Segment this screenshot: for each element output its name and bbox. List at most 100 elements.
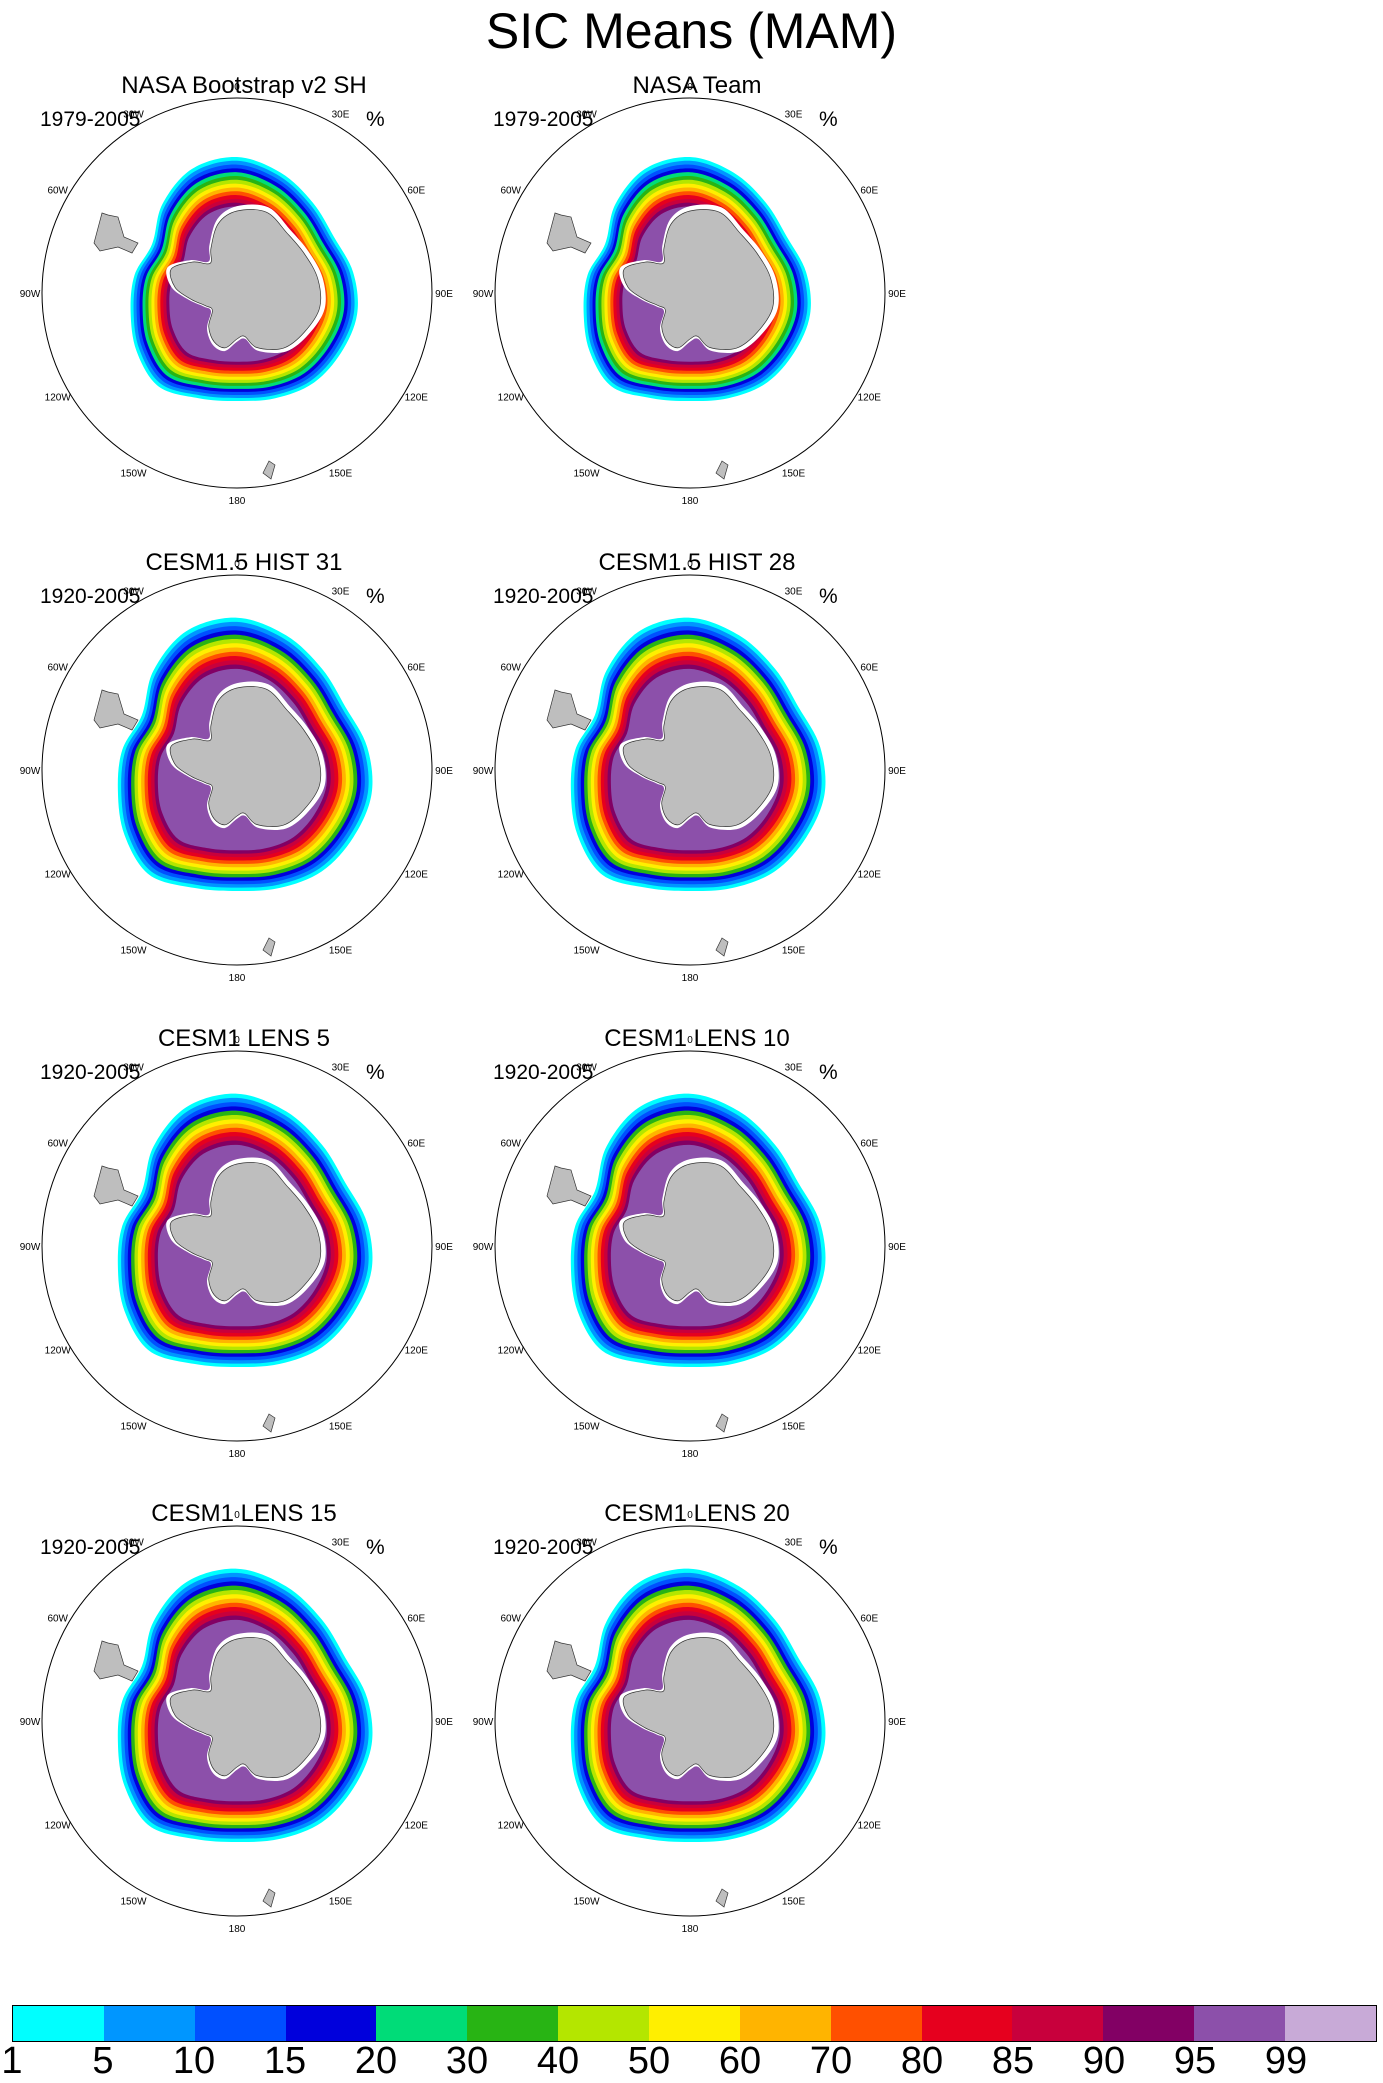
longitude-label: 90W (473, 1717, 494, 1728)
new-zealand-land (715, 1413, 729, 1433)
colorbar-label: 30 (445, 2040, 489, 2082)
panel-period: 1920-2005 (493, 1536, 594, 1559)
longitude-label: 60W (47, 186, 68, 197)
longitude-label: 120W (498, 393, 525, 404)
longitude-label: 30W (576, 1063, 597, 1074)
longitude-label: 90E (435, 1717, 453, 1728)
longitude-label: 120E (405, 1346, 429, 1357)
map-panel: 0 30E 60E 90E 120E 150E 180 150W 120W 90W 60W 30W CE… (4, 549, 504, 1019)
antarctica-landmass (169, 1162, 322, 1303)
longitude-label: 180 (229, 1449, 246, 1460)
longitude-label: 120W (45, 1821, 72, 1832)
colorbar-swatch (558, 2006, 650, 2041)
colorbar-swatch (103, 2006, 195, 2041)
panel-period: 1920-2005 (493, 585, 594, 608)
colorbar-label: 1 (1, 2040, 23, 2082)
panel-unit: % (819, 585, 838, 608)
new-zealand-land (715, 1888, 729, 1908)
map-boundary (41, 1525, 433, 1917)
longitude-label: 90W (20, 1242, 41, 1253)
map-panel: 0 30E 60E 90E 120E 150E 180 150W 120W 90W 60W 30W CE… (457, 549, 957, 1019)
south-america-land (93, 689, 139, 731)
south-america-land (546, 212, 592, 254)
map-boundary (494, 1050, 886, 1442)
longitude-label: 150E (329, 945, 353, 956)
longitude-label: 0 (234, 82, 240, 93)
polar-map: 0 30E 60E 90E 120E 150E 180 150W 120W 90W 60W 30W (20, 82, 454, 507)
colorbar-label: 10 (172, 2040, 216, 2082)
south-america-land (93, 212, 139, 254)
panel-unit: % (366, 585, 385, 608)
panel-period: 1979-2005 (40, 108, 141, 131)
panel-unit: % (366, 1061, 385, 1084)
longitude-label: 120W (45, 870, 72, 881)
colorbar-swatch (376, 2006, 468, 2041)
colorbar-label: 95 (1173, 2040, 1217, 2082)
longitude-label: 60W (47, 1614, 68, 1625)
panel-title: CESM1.5 HIST 28 (598, 549, 796, 576)
longitude-label: 120E (405, 870, 429, 881)
antarctica-landmass (622, 686, 775, 827)
longitude-label: 120E (405, 393, 429, 404)
sea-ice-field (93, 617, 373, 957)
panel-period: 1920-2005 (40, 1536, 141, 1559)
longitude-label: 60E (407, 663, 425, 674)
longitude-label: 60E (860, 1139, 878, 1150)
longitude-label: 60W (500, 186, 521, 197)
sea-ice-field (93, 1093, 373, 1433)
new-zealand-land (262, 1888, 276, 1908)
longitude-label: 90E (888, 1717, 906, 1728)
panel-unit: % (819, 108, 838, 131)
longitude-label: 60W (47, 663, 68, 674)
longitude-label: 150W (120, 945, 147, 956)
longitude-label: 0 (234, 1510, 240, 1521)
longitude-label: 30E (332, 110, 350, 121)
colorbar-swatch (285, 2006, 377, 2041)
map-boundary (494, 574, 886, 966)
colorbar-swatch (1285, 2006, 1376, 2041)
map-panel: 0 30E 60E 90E 120E 150E 180 150W 120W 90W 60W 30W CE… (457, 1500, 957, 1970)
longitude-label: 150W (120, 468, 147, 479)
longitude-label: 120W (45, 1346, 72, 1357)
colorbar-swatch (194, 2006, 286, 2041)
panel-period: 1920-2005 (493, 1061, 594, 1084)
longitude-label: 30E (785, 1538, 803, 1549)
panel-title: NASA Team (632, 72, 762, 99)
longitude-label: 150E (782, 468, 806, 479)
polar-map: 0 30E 60E 90E 120E 150E 180 150W 120W 90W 60W 30W (473, 1510, 907, 1935)
longitude-label: 150W (573, 468, 600, 479)
colorbar-swatch (1194, 2006, 1286, 2041)
colorbar-label: 99 (1264, 2040, 1308, 2082)
longitude-label: 30E (785, 1063, 803, 1074)
longitude-label: 120W (498, 1821, 525, 1832)
longitude-label: 60W (47, 1139, 68, 1150)
longitude-label: 180 (682, 1449, 699, 1460)
longitude-label: 90E (435, 766, 453, 777)
sea-ice-field (93, 156, 358, 480)
longitude-label: 150W (573, 945, 600, 956)
longitude-label: 60E (407, 186, 425, 197)
longitude-label: 30W (576, 110, 597, 121)
map-panel: 0 30E 60E 90E 120E 150E 180 150W 120W 90W 60W 30W CE… (457, 1025, 957, 1495)
colorbar-swatch (921, 2006, 1013, 2041)
colorbar-label: 5 (92, 2040, 114, 2082)
map-boundary (494, 97, 886, 489)
longitude-label: 30E (785, 587, 803, 598)
new-zealand-land (715, 937, 729, 957)
polar-map: 0 30E 60E 90E 120E 150E 180 150W 120W 90W 60W 30W (473, 559, 907, 984)
longitude-label: 60E (407, 1139, 425, 1150)
south-america-land (546, 1640, 592, 1682)
longitude-label: 60W (500, 1614, 521, 1625)
antarctica-landmass (169, 686, 322, 827)
panel-unit: % (819, 1061, 838, 1084)
colorbar-swatch (1103, 2006, 1195, 2041)
new-zealand-land (262, 937, 276, 957)
colorbar-label: 15 (263, 2040, 307, 2082)
longitude-label: 0 (687, 559, 693, 570)
longitude-label: 120E (858, 1821, 882, 1832)
polar-map: 0 30E 60E 90E 120E 150E 180 150W 120W 90W 60W 30W (20, 559, 454, 984)
south-america-land (93, 1165, 139, 1207)
longitude-label: 60W (500, 1139, 521, 1150)
longitude-label: 90E (888, 1242, 906, 1253)
longitude-label: 150W (120, 1421, 147, 1432)
